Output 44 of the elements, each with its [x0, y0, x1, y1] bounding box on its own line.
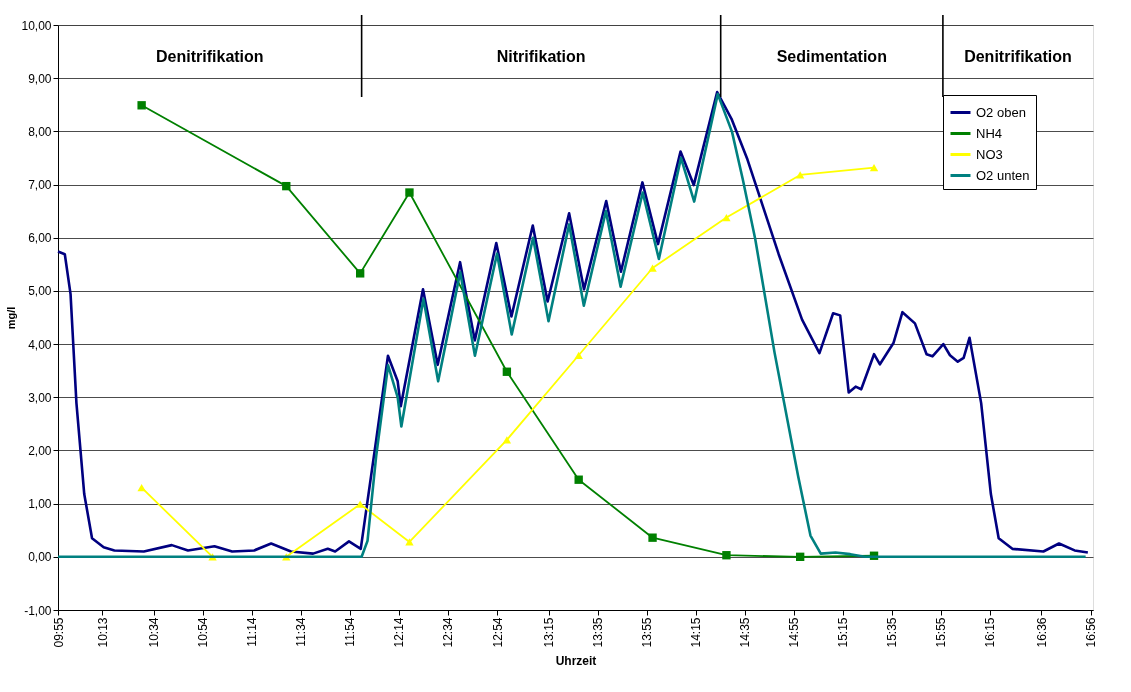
x-tick-label: 15:15: [836, 617, 851, 648]
x-tick-label: 12:54: [490, 617, 505, 648]
legend-label: NO3: [976, 146, 1003, 162]
y-tick-label: 6,00: [28, 231, 52, 246]
annotation: Sedimentation: [776, 48, 887, 65]
x-axis-title: Uhrzeit: [555, 653, 597, 668]
y-tick-label: 9,00: [28, 71, 52, 86]
y-tick-label: 10,00: [21, 18, 52, 33]
x-tick-label: 14:15: [689, 617, 704, 648]
x-tick-label: 14:55: [787, 617, 802, 648]
x-tick-label: 15:35: [885, 617, 900, 648]
y-tick-label: 7,00: [28, 178, 52, 193]
y-tick-label: -1,00: [24, 603, 52, 618]
x-tick-label: 13:15: [542, 617, 557, 648]
legend-label: O2 oben: [976, 104, 1026, 120]
legend-label: NH4: [976, 125, 1003, 141]
y-tick-label: 5,00: [28, 284, 52, 299]
legend-label: O2 unten: [976, 167, 1030, 183]
y-tick-label: 4,00: [28, 337, 52, 352]
x-tick-label: 16:15: [983, 617, 998, 648]
y-tick-label: 1,00: [28, 497, 52, 512]
x-tick-label: 15:55: [934, 617, 949, 648]
x-tick-label: 11:34: [294, 617, 309, 647]
annotation: Nitrifikation: [496, 48, 586, 65]
y-tick-label: 3,00: [28, 390, 52, 405]
x-tick-label: 10:54: [196, 617, 211, 648]
x-tick-label: 13:35: [591, 617, 606, 648]
x-tick-label: 10:34: [147, 617, 162, 648]
y-tick-label: 0,00: [28, 550, 52, 565]
x-tick-label: 16:56: [1084, 617, 1099, 648]
y-tick-label: 8,00: [28, 124, 52, 139]
x-tick-label: 10:13: [95, 617, 110, 648]
x-tick-label: 12:14: [392, 617, 407, 648]
x-tick-label: 14:35: [738, 617, 753, 648]
annotation: Denitrifikation: [964, 48, 1072, 65]
y-axis-title: mg/l: [5, 306, 18, 330]
x-tick-label: 11:14: [245, 617, 260, 647]
x-tick-label: 09:55: [51, 617, 66, 648]
annotation: Denitrifikation: [156, 48, 264, 65]
x-tick-label: 11:54: [343, 617, 358, 647]
x-tick-label: 13:55: [640, 617, 655, 648]
y-tick-label: 2,00: [28, 443, 52, 458]
x-tick-label: 16:36: [1034, 617, 1049, 648]
x-tick-label: 12:34: [441, 617, 456, 648]
